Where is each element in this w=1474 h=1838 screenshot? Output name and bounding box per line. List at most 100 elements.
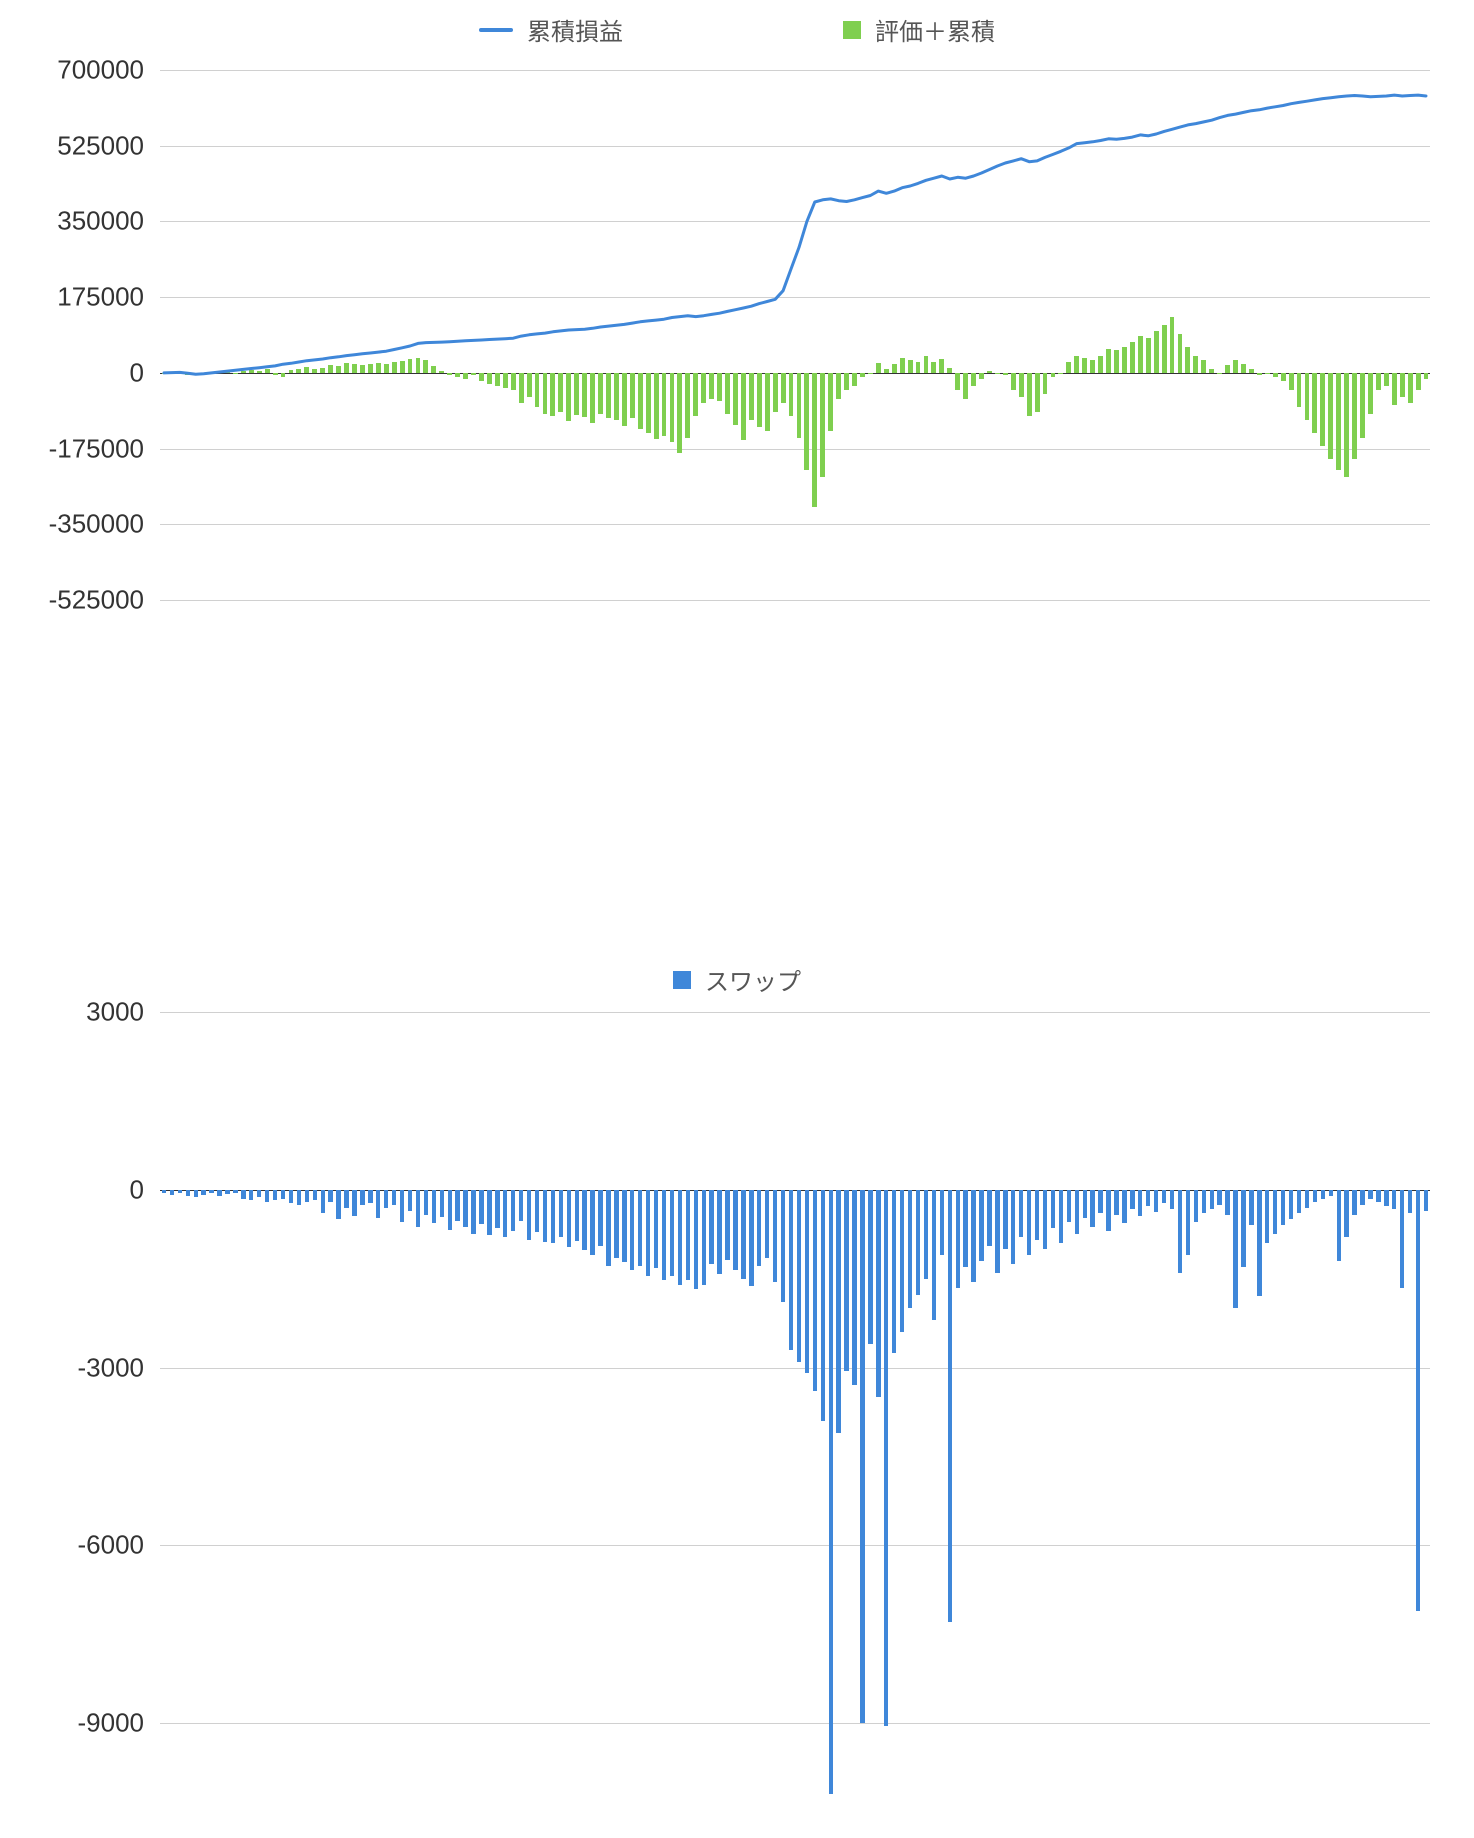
bar: [1352, 1190, 1356, 1215]
bar: [297, 1190, 301, 1205]
bar: [940, 1190, 944, 1255]
bar: [813, 1190, 817, 1391]
bar: [551, 1190, 555, 1243]
legend-line-item: 累積損益: [479, 12, 623, 47]
bar: [995, 1190, 999, 1273]
legend-bar-swatch-bottom: [673, 971, 691, 989]
bar: [471, 1190, 475, 1234]
bar: [186, 1190, 190, 1196]
y-axis-label: 0: [130, 357, 160, 388]
bar: [448, 1190, 452, 1230]
bar: [1186, 1190, 1190, 1255]
bar: [1265, 1190, 1269, 1243]
bar: [733, 1190, 737, 1270]
y-axis-label: -175000: [49, 433, 160, 464]
bar: [1130, 1190, 1134, 1209]
y-axis-label: 175000: [57, 282, 160, 313]
bar: [1202, 1190, 1206, 1214]
bar: [1305, 1190, 1309, 1208]
bar: [1003, 1190, 1007, 1249]
bar: [233, 1190, 237, 1193]
plot-area-top: -525000-350000-1750000175000350000525000…: [160, 70, 1430, 600]
bar: [1273, 1190, 1277, 1234]
bar: [1043, 1190, 1047, 1249]
bar: [1392, 1190, 1396, 1209]
bar: [900, 1190, 904, 1332]
y-axis-label: -350000: [49, 509, 160, 540]
bar: [892, 1190, 896, 1353]
bar: [225, 1190, 229, 1194]
bar: [178, 1190, 182, 1194]
bar: [717, 1190, 721, 1274]
bar: [1225, 1190, 1229, 1215]
bar: [527, 1190, 531, 1240]
y-axis-label: -3000: [78, 1352, 161, 1383]
gridline: [160, 600, 1430, 601]
bar: [805, 1190, 809, 1374]
bar: [344, 1190, 348, 1208]
bar: [749, 1190, 753, 1286]
bar: [1011, 1190, 1015, 1264]
bar: [1019, 1190, 1023, 1237]
bar: [924, 1190, 928, 1279]
legend-bottom: スワップ: [0, 950, 1474, 1015]
bar: [392, 1190, 396, 1205]
bar: [1321, 1190, 1325, 1199]
bar: [336, 1190, 340, 1220]
bar: [313, 1190, 317, 1201]
bar: [487, 1190, 491, 1235]
bar: [1400, 1190, 1404, 1288]
bar: [836, 1190, 840, 1433]
plot-area-bottom: -9000-6000-300003000: [160, 1012, 1430, 1812]
bar: [1210, 1190, 1214, 1209]
bar: [725, 1190, 729, 1260]
bar: [201, 1190, 205, 1195]
line-series: [160, 70, 1430, 600]
bar: [630, 1190, 634, 1270]
bar: [1162, 1190, 1166, 1203]
bar: [1384, 1190, 1388, 1207]
bar: [567, 1190, 571, 1247]
y-axis-label: -9000: [78, 1708, 161, 1739]
bar: [1051, 1190, 1055, 1229]
bar: [638, 1190, 642, 1266]
bar: [281, 1190, 285, 1199]
bar: [376, 1190, 380, 1218]
bar: [662, 1190, 666, 1280]
bar: [455, 1190, 459, 1221]
bar: [670, 1190, 674, 1276]
bar: [416, 1190, 420, 1227]
bar: [368, 1190, 372, 1203]
legend-line-swatch: [479, 28, 513, 32]
y-axis-label: -6000: [78, 1530, 161, 1561]
bar: [511, 1190, 515, 1231]
bar: [781, 1190, 785, 1303]
bar: [1297, 1190, 1301, 1214]
bar: [614, 1190, 618, 1258]
bar: [1146, 1190, 1150, 1207]
bar: [702, 1190, 706, 1285]
bar: [360, 1190, 364, 1205]
bar: [1376, 1190, 1380, 1202]
bar: [852, 1190, 856, 1386]
bar: [686, 1190, 690, 1280]
legend-bar-label: 評価＋累積: [875, 12, 995, 47]
bar: [519, 1190, 523, 1221]
bar: [217, 1190, 221, 1196]
cumulative-pl-chart: 累積損益 評価＋累積 -525000-350000-17500001750003…: [0, 0, 1474, 640]
bar: [424, 1190, 428, 1215]
bar: [582, 1190, 586, 1250]
bar: [1035, 1190, 1039, 1240]
bar: [1360, 1190, 1364, 1205]
y-axis-label: 3000: [86, 997, 160, 1028]
bar: [1416, 1190, 1420, 1611]
y-axis-label: 0: [130, 1174, 160, 1205]
bar: [971, 1190, 975, 1282]
bar: [305, 1190, 309, 1202]
bar: [432, 1190, 436, 1223]
bar: [1249, 1190, 1253, 1226]
bar: [932, 1190, 936, 1320]
bar: [789, 1190, 793, 1350]
bar: [1083, 1190, 1087, 1218]
bar: [257, 1190, 261, 1197]
